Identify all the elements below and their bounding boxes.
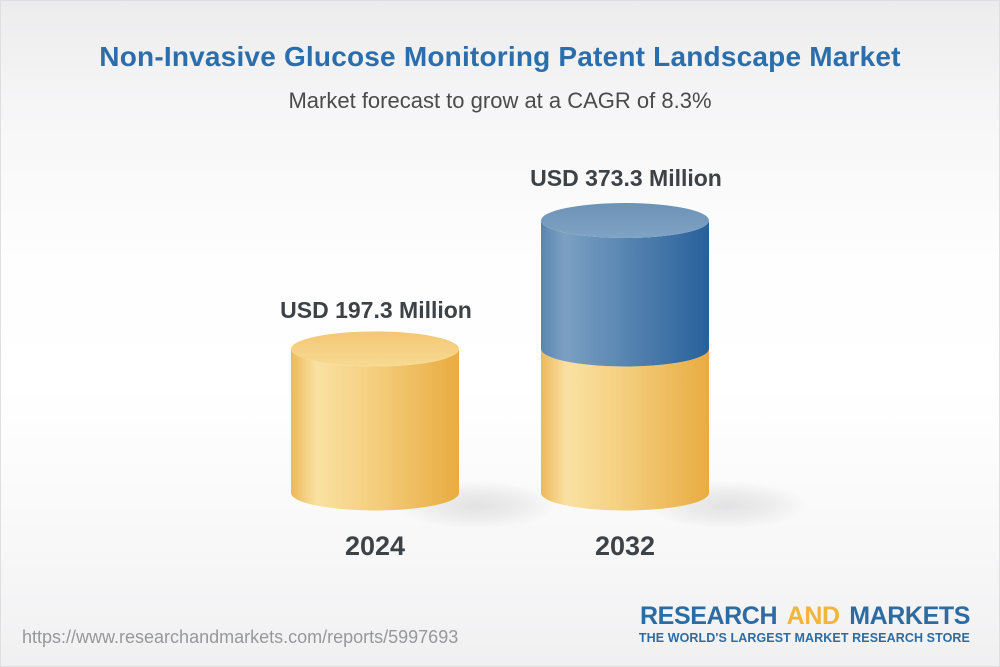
cylinder-bar-chart: [291, 202, 807, 529]
cylinder-segment-gold: [291, 348, 459, 511]
logo-word-research: RESEARCH: [640, 602, 778, 630]
value-label-2032: USD 373.3 Million: [530, 165, 722, 191]
page-title: Non-Invasive Glucose Monitoring Patent L…: [99, 41, 901, 72]
cylinder-top-cap: [541, 202, 709, 238]
chart-bars: [291, 202, 807, 529]
year-label-2024: 2024: [344, 531, 406, 561]
page-subtitle: Market forecast to grow at a CAGR of 8.3…: [288, 88, 712, 113]
company-logo: RESEARCH AND MARKETS THE WORLD'S LARGEST…: [638, 603, 971, 646]
logo-word-and: AND: [786, 602, 840, 630]
logo-wordmark: RESEARCH AND MARKETS: [639, 603, 970, 629]
year-label-2032: 2032: [594, 531, 656, 561]
report-url: https://www.researchandmarkets.com/repor…: [22, 627, 459, 647]
cylinder-2032: [541, 202, 807, 529]
cylinder-segment-blue: [541, 220, 709, 367]
value-label-2024: USD 197.3 Million: [280, 297, 472, 323]
cylinder-top-cap: [291, 331, 459, 367]
cylinder-2024: [291, 331, 557, 529]
logo-word-markets: MARKETS: [849, 602, 970, 630]
cylinder-segment-gold: [541, 348, 709, 511]
logo-tagline: THE WORLD'S LARGEST MARKET RESEARCH STOR…: [638, 631, 970, 645]
